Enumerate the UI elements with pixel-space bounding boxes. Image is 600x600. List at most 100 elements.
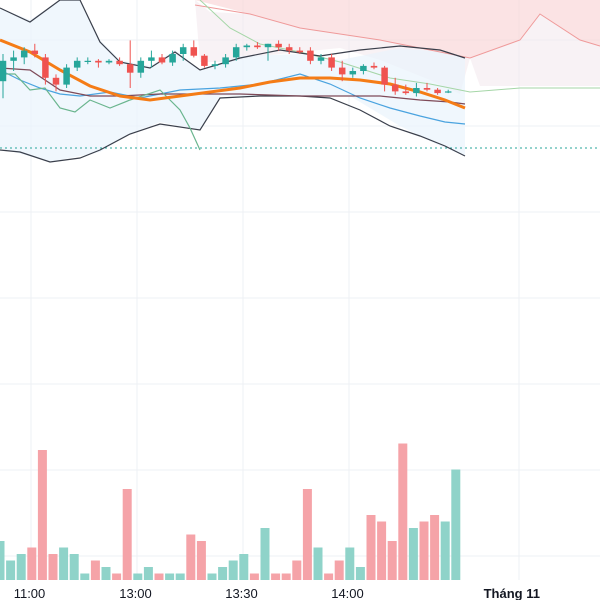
x-tick-label: 13:00 xyxy=(119,586,152,600)
candle-body xyxy=(338,67,346,75)
candle-body xyxy=(275,43,282,48)
volume-bar xyxy=(6,560,16,580)
volume-bar xyxy=(249,573,259,580)
candle-body xyxy=(73,60,81,68)
candle-body xyxy=(158,57,166,63)
volume-bar xyxy=(440,521,450,580)
candle-body xyxy=(254,45,261,48)
volume-bar xyxy=(186,534,196,580)
volume-bar xyxy=(122,489,132,580)
candle-body xyxy=(126,64,134,73)
candle-body xyxy=(179,47,187,54)
candle-body xyxy=(423,88,431,90)
volume-bar xyxy=(27,547,37,580)
chikou-line xyxy=(0,73,201,151)
candle-body xyxy=(20,50,28,58)
candle-body xyxy=(296,50,304,53)
x-tick-label: 13:30 xyxy=(225,586,258,600)
volume-bar xyxy=(292,560,302,580)
bollinger-fill xyxy=(0,0,465,162)
volume-bar xyxy=(154,573,164,580)
bollinger-upper xyxy=(0,0,466,71)
volume-bar xyxy=(377,521,387,580)
candle-body xyxy=(370,65,378,68)
volume-bars xyxy=(0,443,461,580)
x-axis: 11:00 13:00 13:30 14:00 Tháng 11 xyxy=(14,586,540,600)
candle-body xyxy=(307,50,314,61)
candle-body xyxy=(349,71,357,75)
volume-bar xyxy=(366,515,376,580)
candle-body xyxy=(328,57,335,68)
candle-body xyxy=(222,57,229,65)
volume-bar xyxy=(398,443,408,580)
x-tick-label: 11:00 xyxy=(14,586,46,600)
volume-bar xyxy=(313,547,323,580)
volume-bar xyxy=(419,521,429,580)
volume-bar xyxy=(218,567,228,580)
volume-bar xyxy=(16,554,26,580)
candle-body xyxy=(232,47,240,58)
volume-bar xyxy=(345,547,355,580)
candle-body xyxy=(434,89,441,94)
volume-bar xyxy=(430,515,440,580)
volume-bar xyxy=(451,469,461,580)
volume-bar xyxy=(355,567,365,580)
volume-bar xyxy=(37,450,47,580)
cloud-overlap xyxy=(195,0,600,94)
candle-body xyxy=(63,67,70,85)
cloud-red xyxy=(195,0,600,58)
bollinger-lower xyxy=(0,95,466,163)
candle-body xyxy=(413,88,420,94)
x-tick-label: Tháng 11 xyxy=(484,586,540,600)
volume-bar xyxy=(260,528,270,580)
candle-body xyxy=(0,60,7,82)
volume-bar xyxy=(271,573,281,580)
volume-bar xyxy=(143,567,153,580)
volume-bar xyxy=(112,573,122,580)
candle-body xyxy=(190,47,198,56)
candle-body xyxy=(42,57,49,78)
volume-bar xyxy=(387,541,397,580)
kijun-line xyxy=(0,67,466,105)
candle-body xyxy=(285,47,293,51)
candle-body xyxy=(444,91,452,93)
candle-body xyxy=(52,77,60,85)
volume-bar xyxy=(165,573,175,580)
candle-body xyxy=(317,57,325,61)
candle-body xyxy=(381,67,388,85)
candle-body xyxy=(264,43,272,48)
candle-body xyxy=(105,60,113,63)
candle-body xyxy=(95,60,102,63)
volume-bar xyxy=(239,554,249,580)
volume-bar xyxy=(324,573,334,580)
volume-bar xyxy=(80,573,90,580)
volume-bar xyxy=(207,573,217,580)
volume-bar xyxy=(101,567,111,580)
volume-bar xyxy=(228,560,238,580)
candle-body xyxy=(148,57,155,61)
volume-bar xyxy=(175,573,185,580)
cloud-border-top xyxy=(194,4,600,59)
candle-body xyxy=(402,91,410,94)
candle-body xyxy=(391,84,399,92)
tenkan-line xyxy=(0,69,466,125)
candle-body xyxy=(201,55,208,66)
volume-bar xyxy=(0,541,5,580)
volume-bar xyxy=(48,554,58,580)
volume-bar xyxy=(281,573,291,580)
candle-body xyxy=(169,54,176,63)
candles xyxy=(0,40,452,99)
volume-bar xyxy=(334,560,344,580)
candle-body xyxy=(211,64,219,66)
volume-bar xyxy=(133,573,143,580)
ma-line xyxy=(0,38,466,110)
volume-bar xyxy=(408,528,418,580)
volume-bar xyxy=(196,541,206,580)
candle-body xyxy=(84,60,92,62)
candle-body xyxy=(116,60,123,65)
volume-bar xyxy=(302,489,312,580)
candle-body xyxy=(137,60,145,73)
candle-body xyxy=(360,65,367,71)
